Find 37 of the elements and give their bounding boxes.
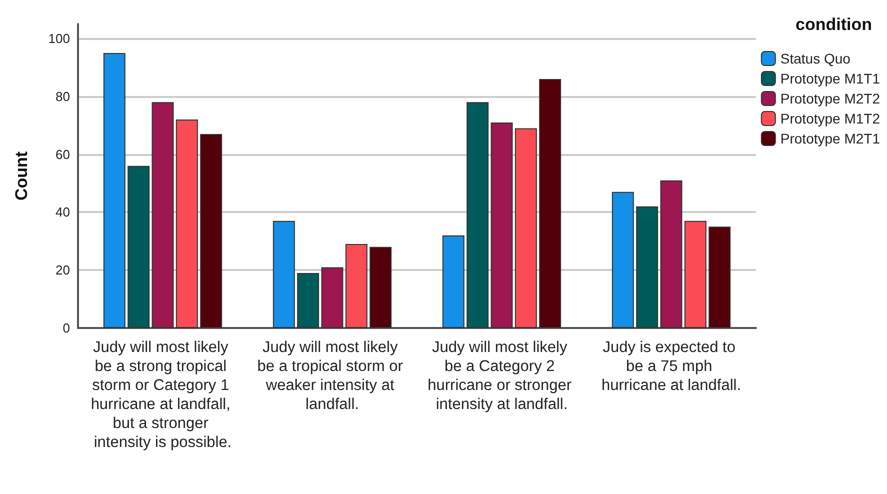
bar — [345, 244, 368, 328]
bar — [490, 122, 513, 328]
legend-title: condition — [796, 15, 872, 34]
y-axis-title: Count — [12, 151, 31, 201]
bar — [176, 120, 198, 328]
bar — [297, 272, 320, 328]
bar — [708, 226, 731, 328]
bar — [612, 192, 634, 328]
bar — [466, 102, 489, 328]
legend-label: Status Quo — [780, 50, 851, 66]
legend-label: Prototype M1T1 — [780, 70, 880, 86]
x-tick-label: Judy will most likely be a strong tropical storm or Category 1 hurricane at landfall, but a stronger intensity is possible. — [90, 339, 235, 451]
bar — [636, 206, 658, 328]
bar — [370, 246, 392, 328]
bar — [272, 220, 295, 328]
x-tick-label: Judy will most likely be a Category 2 hurricane or stronger intensity at landfall. — [428, 339, 576, 413]
bar — [442, 235, 464, 328]
bar — [103, 52, 126, 328]
bar — [660, 180, 682, 328]
y-tick-label: 100 — [48, 30, 70, 46]
x-tick-label: Judy will most likely be a tropical storm or weaker intensity at landfall. — [257, 339, 408, 413]
bar — [514, 128, 537, 328]
bar — [539, 79, 562, 328]
legend-label: Prototype M2T2 — [780, 90, 880, 106]
legend-label: Prototype M1T2 — [780, 110, 880, 126]
y-tick-label: 80 — [56, 88, 70, 104]
x-tick-label: Judy is expected to be a 75 mph hurricane at landfall. — [601, 339, 742, 394]
legend-label: Prototype M2T1 — [780, 130, 880, 146]
bar — [152, 102, 174, 328]
bar — [200, 134, 222, 328]
bar — [321, 267, 344, 328]
y-tick-label: 20 — [56, 262, 70, 278]
y-tick-label: 0 — [62, 320, 70, 336]
bar — [684, 220, 706, 328]
y-tick-label: 40 — [56, 204, 70, 220]
bar — [128, 166, 150, 328]
y-tick-label: 60 — [56, 146, 70, 162]
